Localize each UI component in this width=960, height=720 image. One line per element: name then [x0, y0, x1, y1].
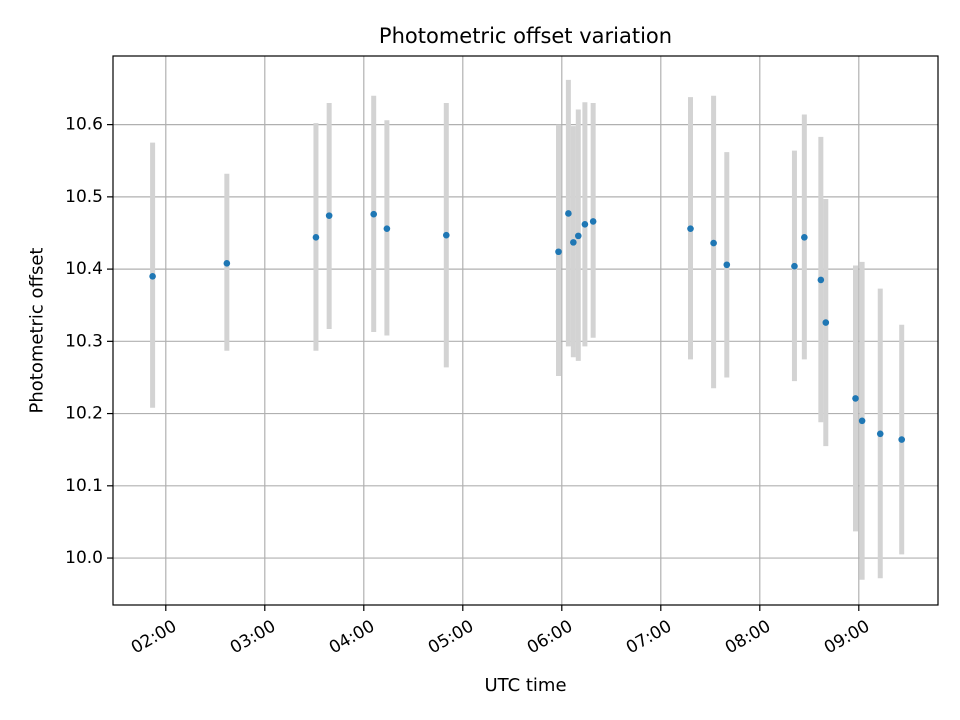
data-point — [370, 210, 378, 218]
grid-lines — [113, 56, 938, 605]
data-point — [710, 239, 717, 247]
y-tick-label: 10.1 — [65, 476, 103, 496]
data-points — [149, 210, 905, 443]
data-point — [687, 225, 694, 232]
chart-title: Photometric offset variation — [379, 24, 672, 48]
x-tick-label: 09:00 — [821, 616, 873, 658]
data-point — [589, 218, 597, 225]
data-point — [858, 417, 866, 425]
plot-frame — [112, 55, 939, 606]
x-tick-label: 02:00 — [128, 616, 180, 658]
data-point — [791, 262, 798, 270]
data-point — [149, 273, 156, 280]
x-tick-label: 08:00 — [722, 616, 774, 658]
data-point — [223, 260, 231, 267]
data-point — [443, 231, 450, 239]
y-tick-label: 10.2 — [65, 404, 103, 424]
data-point — [817, 276, 825, 284]
x-tick-label: 07:00 — [623, 616, 675, 658]
data-point — [575, 232, 582, 240]
x-axis-title: UTC time — [484, 675, 566, 696]
y-tick-label: 10.5 — [65, 187, 103, 207]
data-point — [801, 234, 808, 241]
x-tick-label: 06:00 — [524, 616, 576, 658]
data-point — [898, 436, 905, 443]
y-tick-label: 10.3 — [65, 331, 103, 351]
data-point — [565, 210, 572, 217]
axis-ticks: 02:00 03:00 04:00 05:00 06:00 07:00 08:00 09:00… — [65, 115, 873, 659]
data-point — [312, 234, 320, 241]
data-point — [581, 221, 589, 228]
x-tick-label: 05:00 — [425, 616, 477, 658]
y-tick-label: 10.0 — [65, 548, 103, 568]
x-tick-label: 04:00 — [326, 616, 378, 658]
data-point — [570, 239, 577, 246]
x-tick-label: 03:00 — [227, 616, 279, 658]
data-point — [723, 261, 731, 269]
data-point — [555, 248, 562, 256]
data-point — [822, 319, 830, 326]
y-tick-label: 10.6 — [65, 115, 103, 135]
y-axis-title: Photometric offset — [27, 248, 48, 414]
data-point — [876, 430, 884, 438]
data-point — [852, 395, 859, 402]
y-tick-label: 10.4 — [65, 259, 103, 279]
data-point — [383, 225, 391, 232]
data-point — [325, 212, 333, 219]
